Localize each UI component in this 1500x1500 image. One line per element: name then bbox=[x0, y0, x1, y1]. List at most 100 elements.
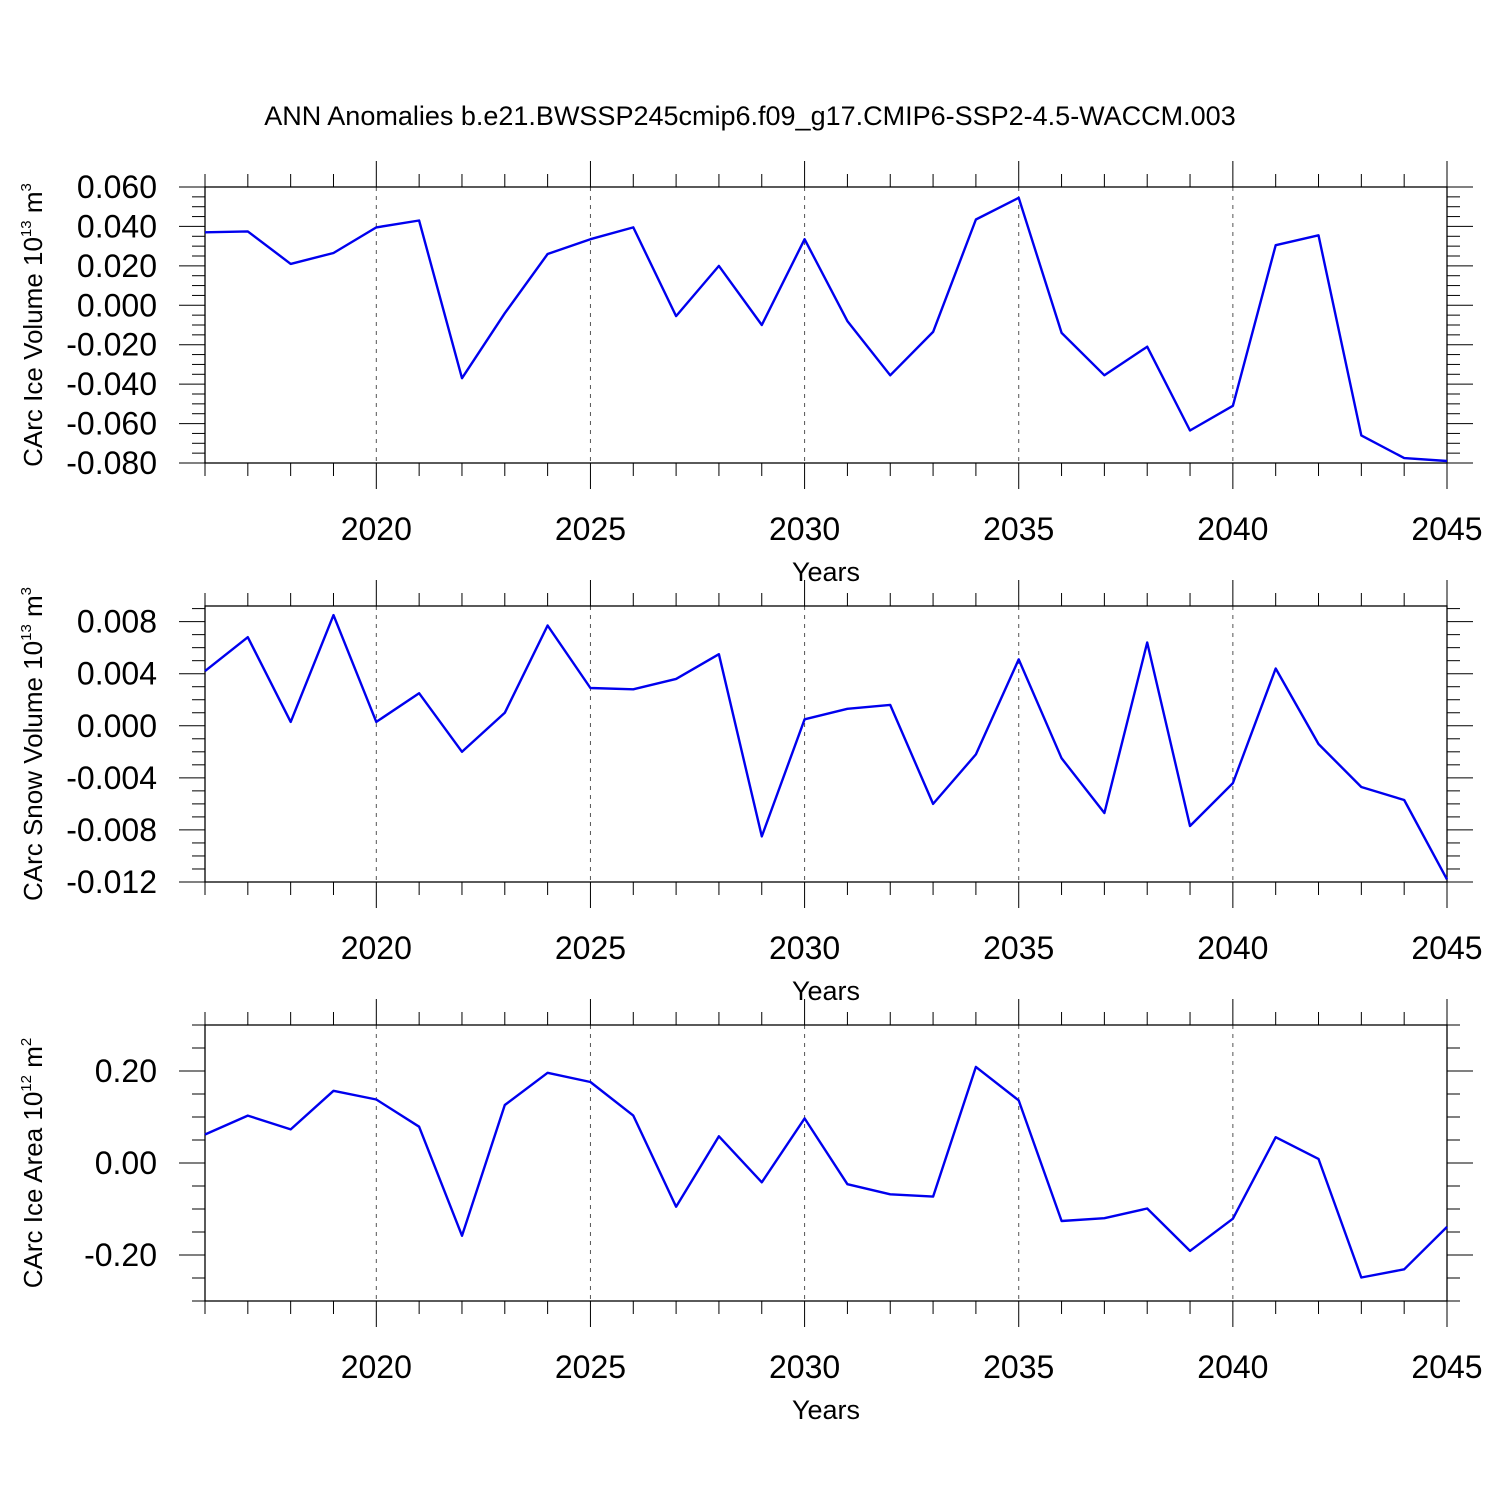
data-point bbox=[375, 1098, 377, 1100]
data-point bbox=[332, 252, 334, 254]
y-tick-label: -0.20 bbox=[84, 1237, 157, 1273]
data-point bbox=[632, 226, 634, 228]
y-tick-label: -0.040 bbox=[66, 366, 157, 402]
x-axis-label: Years bbox=[792, 1395, 860, 1425]
data-point bbox=[546, 253, 548, 255]
data-point bbox=[461, 751, 463, 753]
data-point bbox=[289, 1128, 291, 1130]
y-tick-label: 0.060 bbox=[77, 169, 157, 205]
data-point bbox=[1189, 429, 1191, 431]
data-point bbox=[932, 331, 934, 333]
data-point bbox=[247, 230, 249, 232]
data-point bbox=[975, 218, 977, 220]
x-axis-label: Years bbox=[792, 976, 860, 1006]
data-point bbox=[1189, 825, 1191, 827]
data-point bbox=[803, 718, 805, 720]
data-point bbox=[546, 624, 548, 626]
x-tick-label: 2035 bbox=[983, 930, 1054, 966]
data-point bbox=[718, 265, 720, 267]
data-point bbox=[846, 708, 848, 710]
data-point bbox=[1232, 782, 1234, 784]
data-point bbox=[589, 238, 591, 240]
data-point bbox=[675, 1206, 677, 1208]
data-point bbox=[418, 692, 420, 694]
x-tick-label: 2035 bbox=[983, 511, 1054, 547]
data-point bbox=[1060, 1220, 1062, 1222]
data-point bbox=[1018, 1099, 1020, 1101]
x-tick-label: 2040 bbox=[1197, 930, 1268, 966]
data-point bbox=[1232, 405, 1234, 407]
series-line bbox=[204, 1065, 1448, 1279]
data-point bbox=[418, 219, 420, 221]
data-point bbox=[1146, 1207, 1148, 1209]
data-point bbox=[1360, 434, 1362, 436]
data-point bbox=[675, 315, 677, 317]
data-point bbox=[1103, 374, 1105, 376]
y-tick-label: -0.012 bbox=[66, 864, 157, 900]
data-point bbox=[975, 753, 977, 755]
x-tick-label: 2040 bbox=[1197, 511, 1268, 547]
data-point bbox=[418, 1125, 420, 1127]
data-point bbox=[289, 721, 291, 723]
data-point bbox=[1360, 1276, 1362, 1278]
data-point bbox=[803, 238, 805, 240]
data-point bbox=[1232, 1217, 1234, 1219]
data-point bbox=[1146, 345, 1148, 347]
data-point bbox=[1360, 786, 1362, 788]
data-point bbox=[1403, 799, 1405, 801]
data-point bbox=[632, 688, 634, 690]
data-point bbox=[375, 226, 377, 228]
y-tick-label: -0.004 bbox=[66, 760, 157, 796]
data-point bbox=[932, 803, 934, 805]
data-point bbox=[247, 1114, 249, 1116]
data-point bbox=[846, 1183, 848, 1185]
data-point bbox=[1403, 457, 1405, 459]
data-point bbox=[461, 377, 463, 379]
data-point bbox=[589, 1081, 591, 1083]
y-tick-label: -0.008 bbox=[66, 812, 157, 848]
y-tick-label: 0.040 bbox=[77, 208, 157, 244]
data-point bbox=[761, 835, 763, 837]
data-point bbox=[332, 1090, 334, 1092]
y-axis-label: CArc Ice Volume 1013 m3 bbox=[18, 183, 48, 467]
x-tick-label: 2030 bbox=[769, 1349, 840, 1385]
plot-frame bbox=[204, 186, 1448, 464]
y-tick-label: 0.008 bbox=[77, 604, 157, 640]
data-point bbox=[889, 374, 891, 376]
x-tick-label: 2020 bbox=[341, 1349, 412, 1385]
data-point bbox=[204, 670, 206, 672]
x-tick-label: 2045 bbox=[1411, 1349, 1482, 1385]
y-tick-label: 0.000 bbox=[77, 708, 157, 744]
x-tick-label: 2030 bbox=[769, 930, 840, 966]
data-point bbox=[718, 1135, 720, 1137]
data-point bbox=[803, 1117, 805, 1119]
x-axis-label: Years bbox=[792, 557, 860, 587]
data-point bbox=[332, 614, 334, 616]
x-tick-label: 2035 bbox=[983, 1349, 1054, 1385]
data-point bbox=[504, 312, 506, 314]
y-tick-label: 0.004 bbox=[77, 656, 157, 692]
data-point bbox=[1018, 197, 1020, 199]
data-point bbox=[461, 1234, 463, 1236]
panel-3: -0.20 0.00 0.20 2020 2025 2030 2035 2040 2045 Yea… bbox=[18, 999, 1483, 1425]
x-tick-label: 2020 bbox=[341, 511, 412, 547]
data-point bbox=[718, 653, 720, 655]
y-tick-label: -0.060 bbox=[66, 406, 157, 442]
data-point bbox=[1146, 641, 1148, 643]
data-point bbox=[1317, 743, 1319, 745]
plot-frame bbox=[204, 605, 1448, 883]
data-point bbox=[1274, 244, 1276, 246]
figure-title: ANN Anomalies b.e21.BWSSP245cmip6.f09_g1… bbox=[264, 101, 1235, 131]
data-point bbox=[846, 320, 848, 322]
data-point bbox=[247, 636, 249, 638]
y-tick-label: -0.020 bbox=[66, 327, 157, 363]
data-point bbox=[1060, 757, 1062, 759]
data-point bbox=[1403, 1268, 1405, 1270]
data-point bbox=[1060, 332, 1062, 334]
data-point bbox=[975, 1066, 977, 1068]
x-tick-label: 2025 bbox=[555, 511, 626, 547]
plot-frame bbox=[204, 1024, 1448, 1302]
data-point bbox=[204, 1133, 206, 1135]
data-point bbox=[1018, 658, 1020, 660]
